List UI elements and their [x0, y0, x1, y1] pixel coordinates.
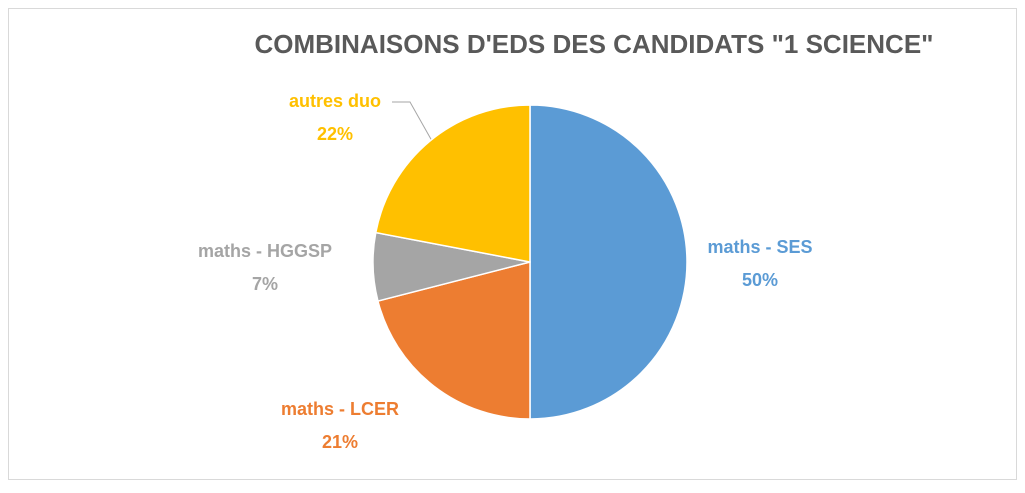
data-label-name: maths - HGGSP: [198, 241, 332, 261]
data-label-value: 7%: [252, 274, 278, 294]
data-label-value: 22%: [317, 124, 353, 144]
chart-title: COMBINAISONS D'EDS DES CANDIDATS "1 SCIE…: [255, 29, 934, 59]
data-label-value: 50%: [742, 270, 778, 290]
pie-slice: [374, 104, 531, 263]
pie-slice: [529, 104, 688, 420]
pie-slice: [377, 261, 531, 420]
data-label-value: 21%: [322, 432, 358, 452]
data-label-name: maths - SES: [707, 237, 812, 257]
leader-line: [392, 101, 433, 142]
data-label-name: maths - LCER: [281, 399, 399, 419]
data-label-name: autres duo: [289, 91, 381, 111]
